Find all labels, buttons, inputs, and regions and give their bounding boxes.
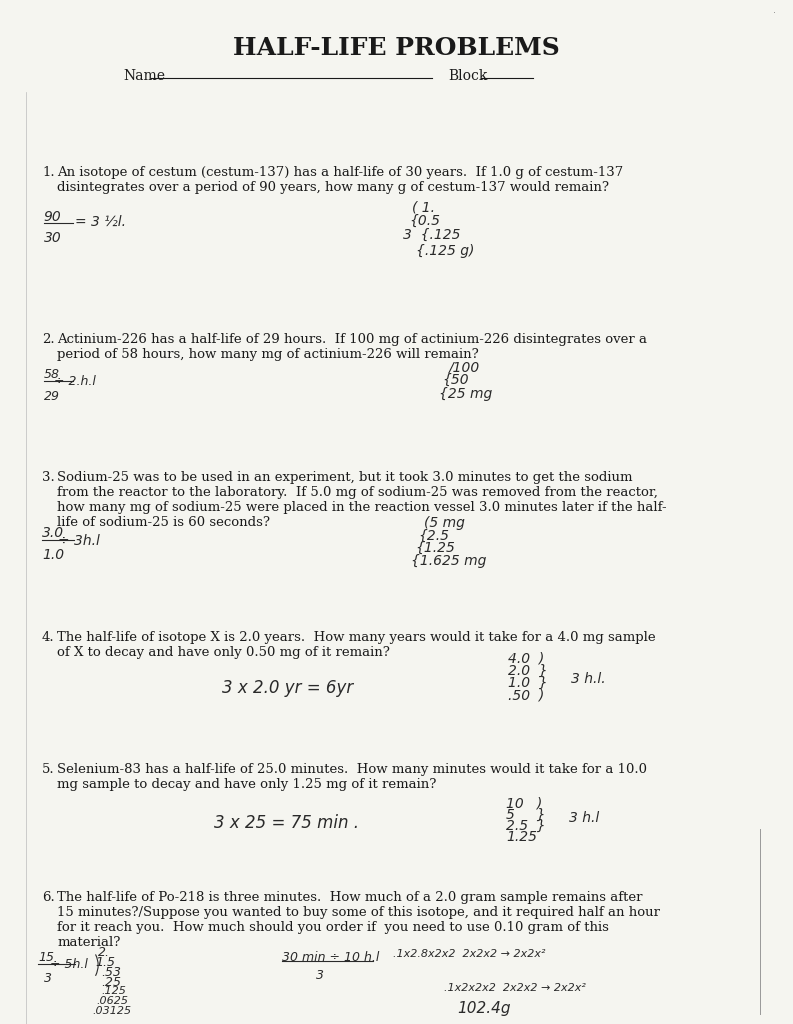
- Text: 3 h.l: 3 h.l: [569, 811, 600, 825]
- Text: .03125: .03125: [92, 1006, 131, 1016]
- Text: 2.: 2.: [98, 946, 110, 959]
- Text: 3  {.125: 3 {.125: [403, 228, 461, 243]
- Text: {25 mg: {25 mg: [439, 387, 492, 401]
- Text: 2.0  }: 2.0 }: [508, 664, 547, 678]
- Text: 4.0  ): 4.0 ): [508, 651, 544, 666]
- Text: (5 mg: (5 mg: [424, 516, 465, 530]
- Text: 29: 29: [44, 390, 59, 403]
- Text: 3 h.l.: 3 h.l.: [571, 672, 606, 686]
- Text: .1x2x2x2  2x2x2 → 2x2x²: .1x2x2x2 2x2x2 → 2x2x²: [444, 983, 586, 993]
- Text: 30: 30: [44, 231, 61, 246]
- Text: ÷ 2.h.l: ÷ 2.h.l: [54, 375, 96, 388]
- Text: {.125 g): {.125 g): [416, 244, 475, 258]
- Text: 30 min ÷ 10 h.l: 30 min ÷ 10 h.l: [282, 951, 379, 965]
- Text: {0.5: {0.5: [409, 214, 440, 228]
- Text: HALF-LIFE PROBLEMS: HALF-LIFE PROBLEMS: [233, 36, 560, 59]
- Text: {1.25: {1.25: [416, 541, 455, 555]
- Text: Sodium-25 was to be used in an experiment, but it took 3.0 minutes to get the so: Sodium-25 was to be used in an experimen…: [57, 471, 667, 529]
- Text: 1.5: 1.5: [95, 956, 115, 970]
- Text: 2.: 2.: [42, 333, 55, 346]
- Text: The half-life of isotope X is 2.0 years.  How many years would it take for a 4.0: The half-life of isotope X is 2.0 years.…: [57, 631, 656, 658]
- Text: .50  ): .50 ): [508, 688, 544, 702]
- Text: {1.625 mg: {1.625 mg: [411, 554, 486, 568]
- Text: {50: {50: [442, 373, 469, 387]
- Text: 3 x 25 = 75 min .: 3 x 25 = 75 min .: [214, 814, 359, 833]
- Text: ÷ 5h.l: ÷ 5h.l: [50, 958, 88, 972]
- Text: 90: 90: [44, 210, 61, 224]
- Text: An isotope of cestum (cestum-137) has a half-life of 30 years.  If 1.0 g of cest: An isotope of cestum (cestum-137) has a …: [57, 166, 623, 194]
- Text: .25: .25: [102, 976, 121, 989]
- Text: 10   ): 10 ): [506, 797, 542, 811]
- Text: 1.0: 1.0: [42, 548, 64, 562]
- Text: Selenium-83 has a half-life of 25.0 minutes.  How many minutes would it take for: Selenium-83 has a half-life of 25.0 minu…: [57, 763, 647, 791]
- Text: .53: .53: [102, 966, 121, 979]
- Text: 3: 3: [44, 972, 52, 985]
- Text: 1.25: 1.25: [506, 830, 537, 845]
- Text: 102.4g: 102.4g: [457, 1001, 510, 1017]
- Text: 3: 3: [316, 969, 324, 982]
- Text: /100: /100: [448, 360, 479, 375]
- Text: .: .: [773, 5, 776, 15]
- Text: .0625: .0625: [97, 996, 128, 1007]
- Text: 3.: 3.: [42, 471, 55, 484]
- Text: 1.0  }: 1.0 }: [508, 676, 547, 690]
- Text: {2.5: {2.5: [419, 528, 450, 543]
- Text: 5.: 5.: [42, 763, 55, 776]
- Text: ÷ 3h.l: ÷ 3h.l: [58, 534, 100, 548]
- Text: 2.5  }: 2.5 }: [506, 819, 546, 834]
- Text: Block: Block: [448, 69, 488, 83]
- Text: .1x2.8x2x2  2x2x2 → 2x2x²: .1x2.8x2x2 2x2x2 → 2x2x²: [393, 949, 545, 959]
- Text: 5     }: 5 }: [506, 808, 546, 822]
- Text: 4.: 4.: [42, 631, 55, 644]
- Text: The half-life of Po-218 is three minutes.  How much of a 2.0 gram sample remains: The half-life of Po-218 is three minutes…: [57, 891, 660, 949]
- Text: 3.0: 3.0: [42, 526, 64, 541]
- Text: 58: 58: [44, 368, 59, 381]
- Text: Actinium-226 has a half-life of 29 hours.  If 100 mg of actinium-226 disintegrat: Actinium-226 has a half-life of 29 hours…: [57, 333, 647, 360]
- Text: 6.: 6.: [42, 891, 55, 904]
- Text: 3 x 2.0 yr = 6yr: 3 x 2.0 yr = 6yr: [222, 679, 354, 697]
- Text: Name: Name: [123, 69, 165, 83]
- Text: 1.: 1.: [42, 166, 55, 179]
- Text: ( 1.: ( 1.: [412, 201, 435, 215]
- Text: = 3 ½l.: = 3 ½l.: [75, 215, 125, 229]
- Text: 15: 15: [38, 951, 54, 965]
- Text: .125: .125: [102, 986, 126, 996]
